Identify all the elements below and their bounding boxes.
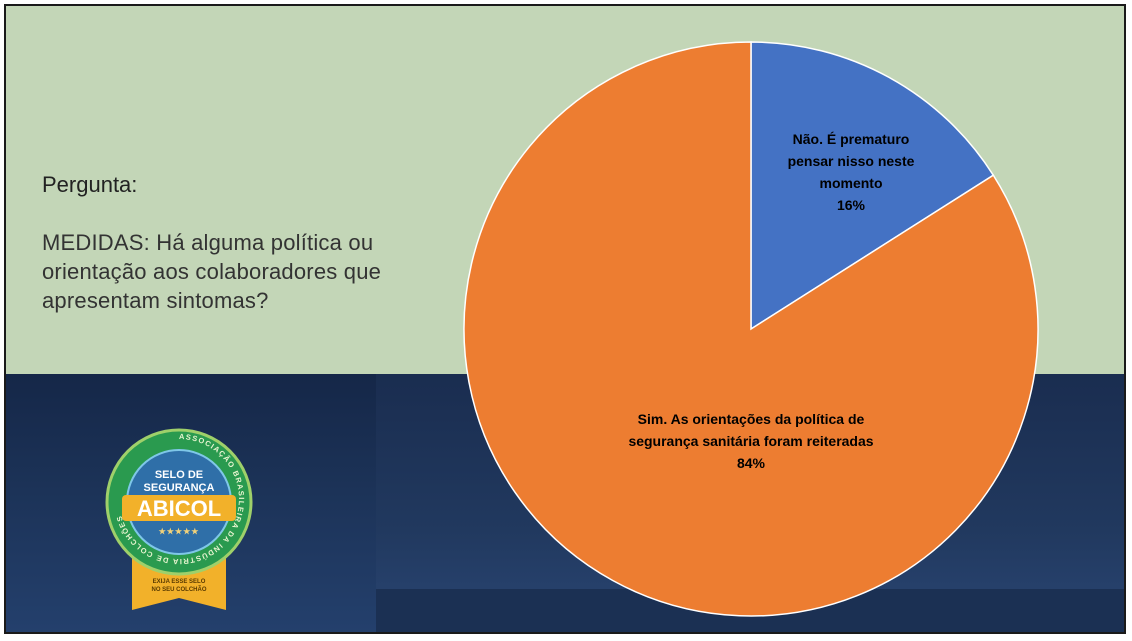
pie-label-line: pensar nisso neste [788,153,915,169]
pie-labels: Não. É prematuro pensar nisso neste moment… [628,131,914,471]
pie-slice-0 [750,41,995,331]
pie-label-line: Sim. As orientações da política de [638,411,865,427]
question-text: MEDIDAS: Há alguma política ou orientaçã… [42,230,382,313]
seal-stars: ★★★★★ [159,527,200,536]
pie-label-line: momento [820,175,883,191]
pie-label-1: Sim. As orientações da política de segura… [628,411,873,471]
pie-value-label-1: 84% [737,455,766,471]
pie-value-label-0: 16% [837,197,866,213]
pie-slice-1 [463,41,1039,617]
question-label: Pergunta: [42,172,138,197]
abicol-seal: EXIJA ESSE SELO NO SEU COLCHÃO ASSOCIAÇÃ… [105,428,253,610]
pie-slices [463,41,1039,617]
seal-brand: ABICOL [137,496,221,521]
slide: Pergunta: MEDIDAS: Há alguma política ou… [4,4,1126,634]
pie-chart: Não. É prematuro pensar nisso neste moment… [463,41,1039,617]
seal-brand-band [122,495,236,521]
pie-label-line: Não. É prematuro [793,131,910,147]
seal-line1: SELO DE [155,469,203,481]
seal-line2: SEGURANÇA [144,482,215,494]
seal-ribbon-line1: EXIJA ESSE SELO [153,579,206,585]
pie-label-line: segurança sanitária foram reiteradas [628,433,873,449]
pie-label-0: Não. É prematuro pensar nisso neste moment… [788,131,915,213]
seal-ribbon-line2: NO SEU COLCHÃO [151,586,206,593]
